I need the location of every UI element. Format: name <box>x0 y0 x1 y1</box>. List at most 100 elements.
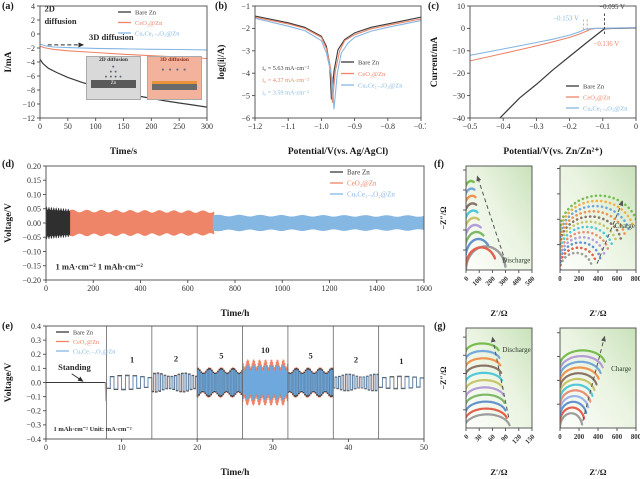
svg-text:−0.1: −0.1 <box>596 122 611 131</box>
svg-text:−0.7: −0.7 <box>414 122 426 131</box>
svg-text:−0.2: −0.2 <box>562 122 577 131</box>
svg-text:i₀ = 3.59 mA·cm⁻²: i₀ = 3.59 mA·cm⁻² <box>262 89 309 96</box>
inset-2d-title: 2D diffusion <box>99 57 128 63</box>
svg-text:Discharge: Discharge <box>502 256 530 264</box>
svg-text:−1.1: −1.1 <box>281 122 296 131</box>
panel-f-discharge-chart: 0 100 200 300 400 500 Z′/Ω −Z″/Ω Discharge <box>439 165 536 318</box>
svg-text:100: 100 <box>90 122 102 131</box>
svg-text:0: 0 <box>463 433 471 441</box>
svg-text:Charge: Charge <box>611 365 631 373</box>
svg-text:Potential/V(vs. Zn/Zn²⁺): Potential/V(vs. Zn/Zn²⁺) <box>503 146 602 157</box>
svg-text:4: 4 <box>31 2 35 11</box>
panel-c: (c) −0.5 −0.4 −0.3 −0.2 −0.1 0 10 0 −10 −20 −30 −40… <box>426 0 640 158</box>
svg-text:50: 50 <box>420 443 428 452</box>
svg-text:0: 0 <box>38 122 42 131</box>
svg-text:1200: 1200 <box>322 284 338 293</box>
svg-text:−20: −20 <box>452 69 465 78</box>
svg-text:5: 5 <box>308 350 312 360</box>
svg-text:0.1: 0.1 <box>31 364 41 373</box>
svg-text:CeO₂@Zn: CeO₂@Zn <box>73 339 99 346</box>
panel-b: (b) −1.2 −1.1 −1.0 −0.9 −0.8 −0.7 −1 −2 −3 −4 −5 −6… <box>213 0 426 158</box>
inset-3d-diffusion: 3D diffusion ● ● ● ● <box>147 56 202 100</box>
svg-text:Z′/Ω: Z′/Ω <box>490 467 507 477</box>
svg-text:−2: −2 <box>26 44 35 53</box>
svg-text:10: 10 <box>261 345 270 355</box>
svg-text:−0.153 V: −0.153 V <box>553 15 579 22</box>
svg-text:Time/h: Time/h <box>221 309 251 319</box>
svg-text:Charge: Charge <box>615 222 635 230</box>
svg-text:0: 0 <box>558 434 562 441</box>
svg-text:CuₓCe₁₋ₓO₂@Zn: CuₓCe₁₋ₓO₂@Zn <box>583 106 628 113</box>
panel-e: (e) 1 2 5 10 5 2 1 0 10 20 30 40 50 0.4 0.3 0.2 0.1 0.0 −0… <box>0 320 432 479</box>
svg-text:0: 0 <box>31 30 35 39</box>
svg-text:Voltage/V: Voltage/V <box>4 362 14 402</box>
svg-text:Bare Zn: Bare Zn <box>73 330 93 337</box>
svg-text:800: 800 <box>631 434 640 441</box>
svg-text:−0.10: −0.10 <box>22 247 41 256</box>
svg-text:10: 10 <box>118 443 126 452</box>
svg-text:CuₓCe₁₋ₓO₂@Zn: CuₓCe₁₋ₓO₂@Zn <box>135 31 180 38</box>
svg-text:150: 150 <box>118 122 130 131</box>
svg-text:−Z″/Ω: −Z″/Ω <box>439 366 448 390</box>
svg-text:1: 1 <box>130 355 134 365</box>
svg-text:0: 0 <box>463 275 471 283</box>
svg-text:40: 40 <box>344 443 352 452</box>
svg-text:I/mA: I/mA <box>4 51 14 72</box>
svg-text:400: 400 <box>593 276 604 283</box>
svg-text:−12: −12 <box>22 114 35 123</box>
svg-text:−0.15: −0.15 <box>22 262 41 271</box>
svg-text:1600: 1600 <box>416 284 432 293</box>
svg-text:−0.4: −0.4 <box>26 435 41 444</box>
panel-a: (a) 0 50 100 150 200 250 300 4 2 0 −2 −4 −6 −8 −10 −12 T… <box>0 0 213 158</box>
svg-text:1400: 1400 <box>369 284 385 293</box>
svg-text:diffusion: diffusion <box>44 16 76 26</box>
zn-substrate-bar: Zn <box>91 80 136 88</box>
svg-text:1 mA·cm⁻² 1 mAh·cm⁻²: 1 mA·cm⁻² 1 mAh·cm⁻² <box>55 261 143 271</box>
svg-text:−4: −4 <box>241 69 250 78</box>
svg-text:−0.5: −0.5 <box>463 122 478 131</box>
svg-text:500: 500 <box>524 275 536 288</box>
svg-text:−0.3: −0.3 <box>529 122 544 131</box>
panel-b-chart: −1.2 −1.1 −1.0 −0.9 −0.8 −0.7 −1 −2 −3 −4 −5 −6 Pote… <box>216 2 426 157</box>
svg-text:CuₓCe₁₋ₓO₂@Zn: CuₓCe₁₋ₓO₂@Zn <box>347 191 395 199</box>
svg-text:−Z″/Ω: −Z″/Ω <box>540 206 542 230</box>
coating-layer-bar <box>152 81 197 84</box>
svg-text:100: 100 <box>471 275 484 288</box>
svg-text:−1.2: −1.2 <box>248 122 263 131</box>
svg-text:−10: −10 <box>452 47 465 56</box>
svg-text:i₀ = 5.63 mA·cm⁻²: i₀ = 5.63 mA·cm⁻² <box>262 65 309 72</box>
svg-text:0.15: 0.15 <box>27 176 41 185</box>
svg-text:2: 2 <box>31 16 35 25</box>
panel-c-chart: −0.5 −0.4 −0.3 −0.2 −0.1 0 10 0 −10 −20 −30 −40 Pote… <box>430 2 638 157</box>
svg-text:Standing: Standing <box>58 362 91 372</box>
svg-text:−6: −6 <box>26 72 35 81</box>
svg-text:−40: −40 <box>452 114 465 123</box>
svg-text:0.20: 0.20 <box>27 162 41 171</box>
svg-text:600: 600 <box>182 284 194 293</box>
svg-text:−0.3: −0.3 <box>26 421 41 430</box>
svg-text:−Z″/Ω: −Z″/Ω <box>540 366 542 390</box>
svg-text:−4: −4 <box>26 58 35 67</box>
svg-text:CuₓCe₁₋ₓO₂@Zn: CuₓCe₁₋ₓO₂@Zn <box>358 83 403 90</box>
svg-text:−0.9: −0.9 <box>347 122 362 131</box>
svg-text:Bare Zn: Bare Zn <box>358 60 380 67</box>
svg-text:CuₓCe₁₋ₓO₂@Zn: CuₓCe₁₋ₓO₂@Zn <box>73 349 115 356</box>
svg-text:0.3: 0.3 <box>31 336 41 345</box>
panel-g-tag: (g) <box>434 321 446 332</box>
svg-text:CeO₂@Zn: CeO₂@Zn <box>347 180 377 188</box>
svg-text:1: 1 <box>399 356 403 366</box>
svg-text:−0.2: −0.2 <box>26 407 41 416</box>
svg-text:5: 5 <box>219 350 223 360</box>
svg-text:−2: −2 <box>241 24 250 33</box>
svg-text:CeO₂@Zn: CeO₂@Zn <box>358 71 386 78</box>
svg-text:20: 20 <box>193 443 201 452</box>
svg-text:Current/mA: Current/mA <box>430 37 440 88</box>
svg-text:log(|i|/A): log(|i|/A) <box>216 45 227 80</box>
panel-d-chart: 0 200 400 600 800 1000 1200 1400 1600 0.20 0.15 0.1… <box>4 162 432 319</box>
svg-text:0: 0 <box>44 284 48 293</box>
svg-text:300: 300 <box>201 122 213 131</box>
svg-text:−1.0: −1.0 <box>314 122 329 131</box>
svg-text:−0.4: −0.4 <box>496 122 511 131</box>
svg-text:2: 2 <box>174 353 178 363</box>
svg-text:0.05: 0.05 <box>27 205 41 214</box>
